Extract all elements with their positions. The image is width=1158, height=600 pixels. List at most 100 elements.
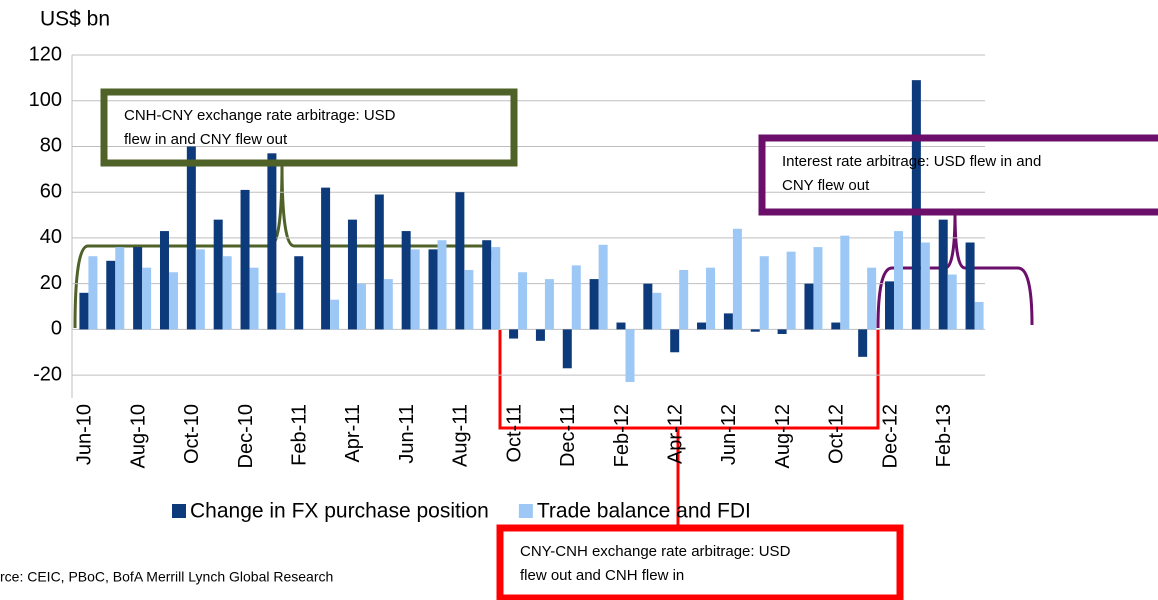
bar xyxy=(643,283,653,330)
legend-label: Change in FX purchase position xyxy=(190,500,489,523)
bar xyxy=(186,146,196,330)
bar xyxy=(249,267,259,330)
bar xyxy=(195,249,205,330)
x-tick-label: Feb-11 xyxy=(289,404,311,466)
bar xyxy=(213,219,223,330)
bar xyxy=(491,247,501,330)
bar xyxy=(276,292,286,330)
bar xyxy=(464,269,474,330)
bar xyxy=(670,329,680,353)
bar xyxy=(562,329,572,369)
bar xyxy=(813,247,823,330)
bar xyxy=(885,281,895,330)
bar xyxy=(535,329,545,341)
bar xyxy=(106,260,116,330)
bar xyxy=(571,265,581,330)
y-axis-label: US$ bn xyxy=(40,8,110,31)
legend-swatch xyxy=(518,504,533,518)
bar xyxy=(133,247,143,330)
annotation-box xyxy=(100,88,518,167)
bar xyxy=(625,329,635,382)
x-tick-label: Aug-11 xyxy=(450,404,472,467)
y-tick-label: 120 xyxy=(29,43,62,65)
bar xyxy=(410,249,420,330)
x-tick-label: Jun-11 xyxy=(396,404,418,464)
bar xyxy=(840,235,850,330)
bar xyxy=(437,240,447,330)
bar xyxy=(786,251,796,330)
bar xyxy=(706,267,716,330)
bar xyxy=(965,242,975,330)
y-tick-label: 20 xyxy=(40,272,62,294)
legend-swatch xyxy=(172,504,186,518)
bar xyxy=(652,292,662,330)
annotation-text: CNY flew out xyxy=(782,177,870,194)
x-tick-label: Feb-12 xyxy=(611,404,633,467)
bar xyxy=(911,80,921,330)
bar xyxy=(222,256,232,330)
annotation-text: flew out and CNH flew in xyxy=(520,567,684,584)
x-tick-label: Apr-11 xyxy=(342,404,364,463)
x-tick-label: Dec-11 xyxy=(557,404,579,467)
bar xyxy=(267,153,277,330)
bar xyxy=(115,247,125,330)
bar xyxy=(920,242,930,330)
bar xyxy=(804,283,814,330)
bar xyxy=(428,249,438,330)
annotation-box xyxy=(758,134,1158,216)
x-tick-label: Dec-10 xyxy=(235,404,257,468)
x-tick-label: Apr-12 xyxy=(664,404,686,464)
bar xyxy=(79,292,89,330)
x-tick-label: Jun-12 xyxy=(718,404,740,465)
bar xyxy=(732,228,742,330)
bar xyxy=(455,192,465,330)
bar xyxy=(168,272,178,330)
annotation-text: Interest rate arbitrage: USD flew in and xyxy=(782,153,1041,170)
x-tick-label: Dec-12 xyxy=(879,404,901,468)
y-tick-label: 100 xyxy=(29,89,62,111)
bar xyxy=(356,283,366,330)
bar xyxy=(240,189,250,330)
bracket xyxy=(498,330,880,528)
bar xyxy=(509,329,519,339)
bar xyxy=(750,329,760,332)
y-tick-label: 40 xyxy=(40,226,62,248)
bar xyxy=(544,279,554,330)
bar xyxy=(947,274,957,330)
x-tick-label: Jun-10 xyxy=(74,404,96,465)
annotation-box xyxy=(496,524,904,600)
annotation-text: CNY-CNH exchange rate arbitrage: USD xyxy=(520,543,791,560)
bar xyxy=(347,219,357,330)
y-tick-label: 80 xyxy=(40,135,62,157)
y-tick-label: 60 xyxy=(40,180,62,202)
x-tick-label: Aug-10 xyxy=(127,404,149,469)
x-tick-label: Oct-10 xyxy=(181,404,203,464)
source: rce: CEIC, PBoC, BofA Merrill Lynch Glob… xyxy=(0,569,333,585)
annotation-text: flew in and CNY flew out xyxy=(124,131,288,148)
x-tick-label: Feb-13 xyxy=(933,404,955,467)
bar xyxy=(616,322,626,330)
bar xyxy=(88,256,98,330)
bar xyxy=(482,240,492,330)
bar xyxy=(777,329,787,334)
y-tick-label: -20 xyxy=(33,363,62,385)
bar xyxy=(974,301,984,330)
bar xyxy=(598,244,608,330)
bar xyxy=(294,256,304,330)
bar xyxy=(383,279,393,330)
bar xyxy=(330,299,340,330)
bar xyxy=(374,194,384,330)
bar xyxy=(697,322,707,330)
bar xyxy=(142,267,152,330)
bar xyxy=(938,219,948,330)
bar xyxy=(679,269,689,330)
bar xyxy=(321,187,331,330)
bar xyxy=(518,272,528,330)
x-tick-label: Oct-11 xyxy=(503,404,525,463)
annotation-text: CNH-CNY exchange rate arbitrage: USD xyxy=(124,107,396,124)
bar xyxy=(723,313,733,330)
x-tick-label: Aug-12 xyxy=(772,404,794,469)
bar xyxy=(589,279,599,330)
bar xyxy=(159,231,169,330)
